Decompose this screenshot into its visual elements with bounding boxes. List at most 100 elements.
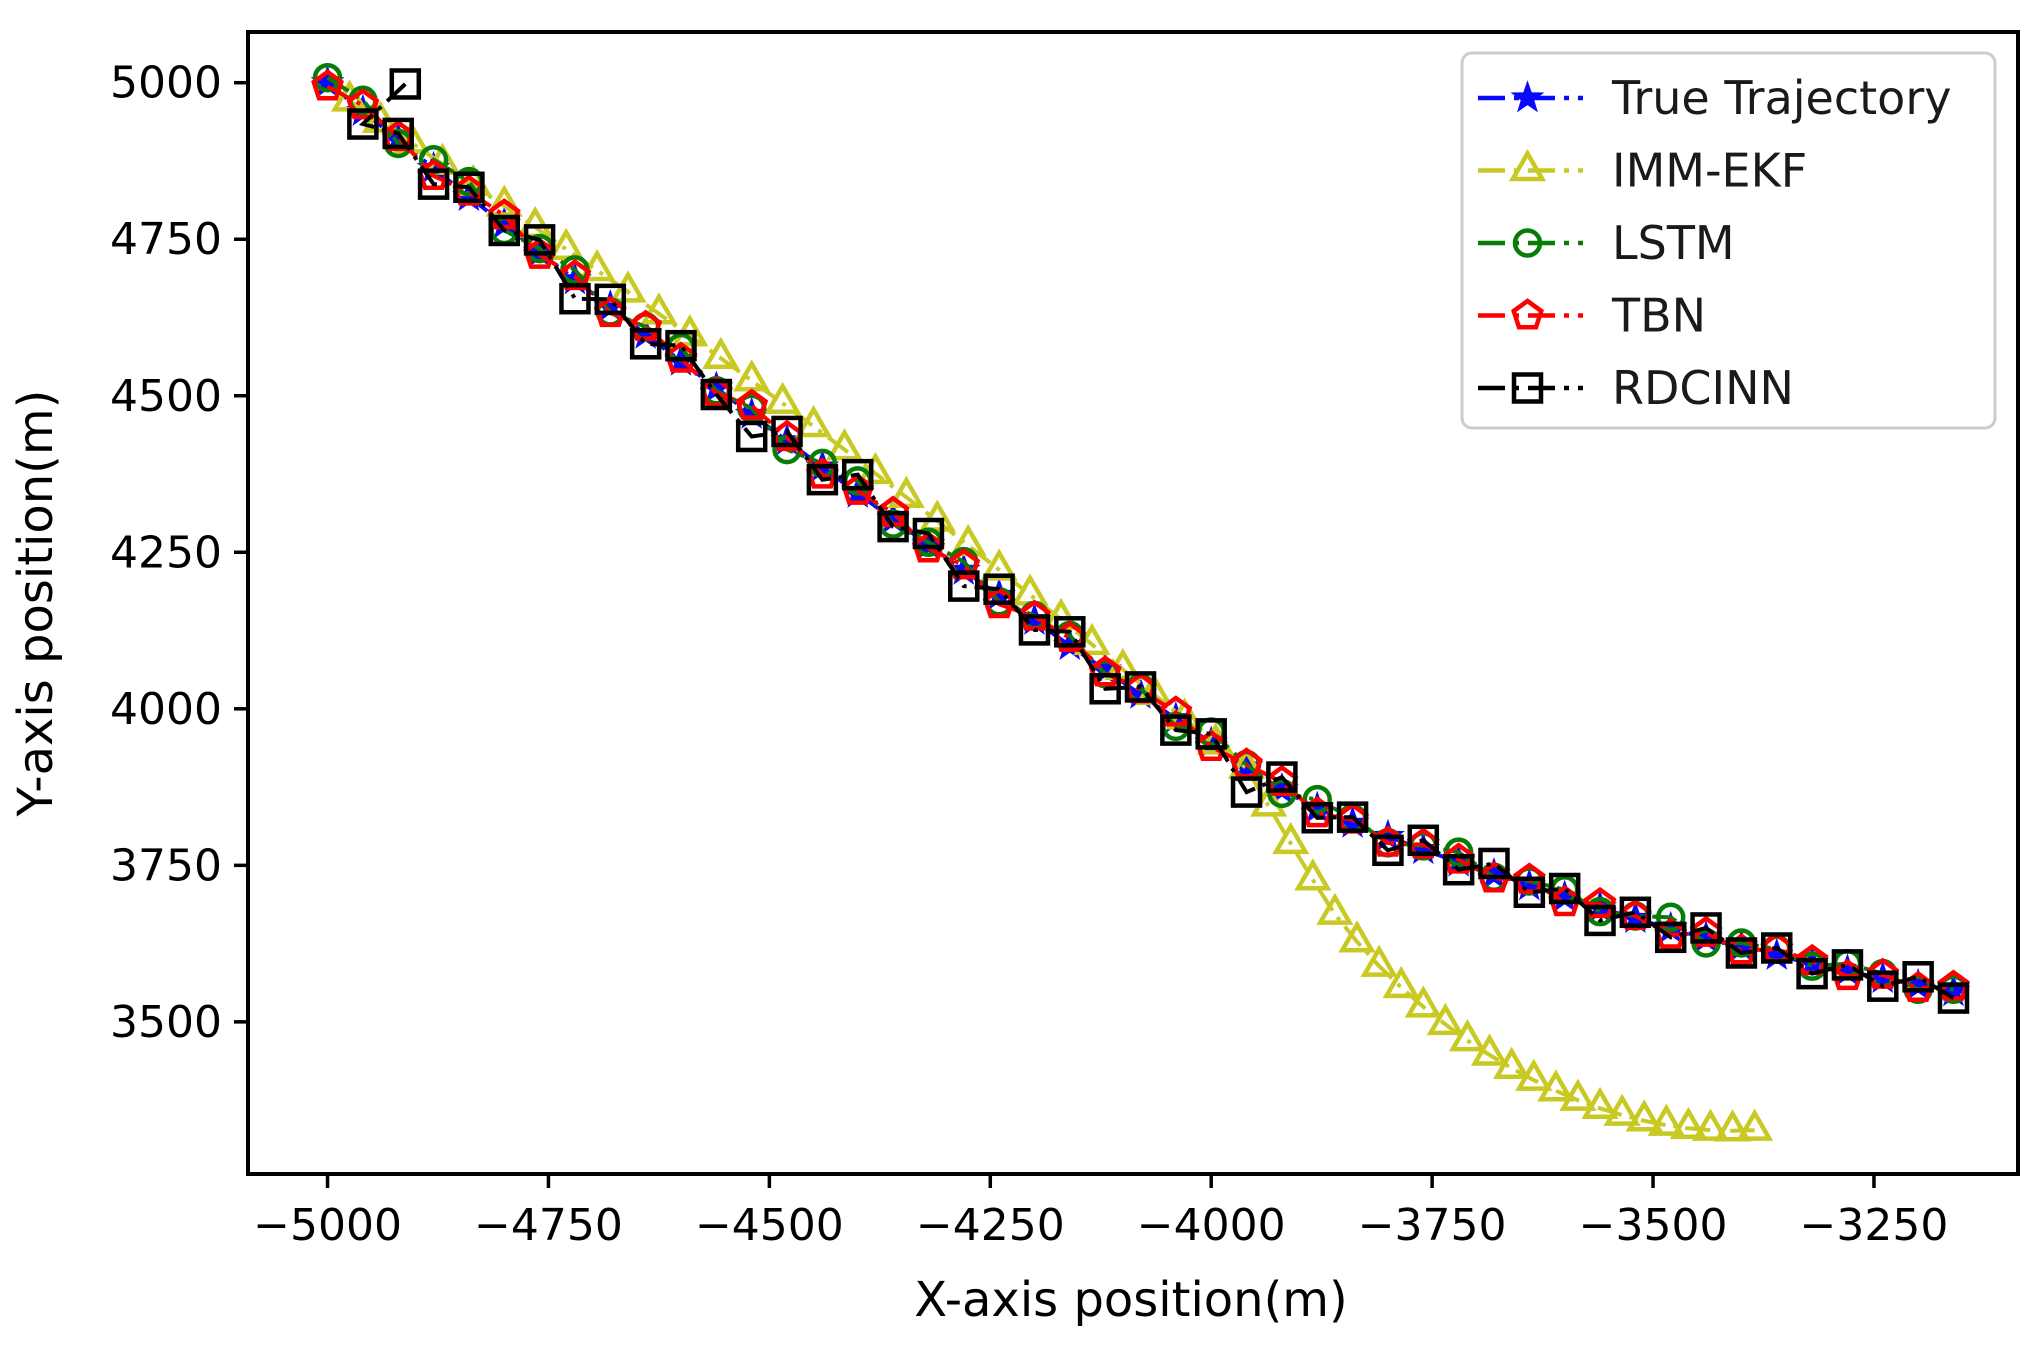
triangle-marker-imm-ekf	[1493, 1046, 1531, 1079]
star-icon	[1510, 80, 1545, 113]
square-marker-rdcinn	[1266, 761, 1298, 793]
triangle-marker-imm-ekf	[547, 227, 585, 261]
legend-label: LSTM	[1612, 216, 1735, 270]
triangle-marker-imm-ekf	[794, 404, 833, 438]
pentagon-marker-tbn	[1159, 695, 1193, 727]
triangle-marker-imm-ekf	[764, 381, 802, 415]
pentagon-marker-tbn	[1018, 599, 1051, 631]
triangle-marker-imm-ekf	[1404, 985, 1442, 1018]
x-tick-label: −3500	[1579, 1200, 1728, 1251]
square-marker-rdcinn	[1372, 834, 1404, 867]
square-marker-rdcinn	[1230, 776, 1263, 808]
pentagon-marker-tbn	[629, 309, 663, 341]
square-marker-rdcinn	[347, 108, 379, 140]
triangle-marker-imm-ekf	[1360, 944, 1398, 977]
legend-item-rdcinn: RDCINN	[1478, 361, 1794, 415]
x-tick-label: −4000	[1137, 1200, 1286, 1251]
triangle-marker-imm-ekf	[980, 548, 1018, 581]
pentagon-marker-tbn	[735, 388, 769, 420]
triangle-marker-imm-ekf	[1011, 573, 1049, 606]
triangle-marker-imm-ekf	[733, 359, 771, 392]
triangle-marker-imm-ekf	[1426, 1002, 1464, 1036]
square-marker-rdcinn	[877, 510, 909, 543]
square-marker-rdcinn	[1442, 853, 1475, 886]
square-marker-rdcinn	[912, 517, 945, 550]
y-tick-label: 4500	[110, 371, 222, 422]
square-marker-rdcinn	[1690, 912, 1722, 944]
square-marker-rdcinn	[1867, 970, 1899, 1002]
pentagon-marker-tbn	[1937, 969, 1970, 1001]
square-marker-rdcinn	[983, 573, 1015, 605]
pentagon-marker-tbn	[1230, 747, 1263, 779]
square-marker-rdcinn	[1160, 714, 1192, 746]
legend-label: True Trajectory	[1611, 71, 1951, 125]
triangle-marker-imm-ekf	[702, 336, 740, 369]
circle-marker-lstm	[312, 62, 343, 93]
y-tick-label: 3750	[110, 840, 222, 891]
pentagon-marker-tbn	[346, 87, 380, 120]
square-marker-rdcinn	[1725, 937, 1758, 969]
square-marker-rdcinn	[735, 420, 768, 453]
square-marker-rdcinn	[841, 458, 874, 491]
triangle-marker-imm-ekf	[825, 428, 864, 461]
triangle-marker-imm-ekf	[1537, 1069, 1575, 1102]
square-marker-rdcinn	[1937, 982, 1970, 1014]
square-marker-rdcinn	[1336, 801, 1369, 833]
square-marker-rdcinn	[629, 328, 662, 360]
square-marker-rdcinn	[523, 224, 556, 256]
legend-item-lstm: LSTM	[1478, 216, 1735, 270]
triangle-marker-imm-ekf	[640, 292, 678, 325]
square-marker-rdcinn	[1124, 671, 1157, 703]
plot-border	[246, 30, 2020, 1176]
legend-label: RDCINN	[1612, 361, 1794, 415]
circle-marker-lstm	[1302, 784, 1332, 815]
triangle-marker-imm-ekf	[918, 499, 956, 532]
y-tick-label: 4000	[110, 684, 222, 735]
y-tick-label: 3500	[110, 997, 222, 1048]
square-marker-rdcinn	[700, 378, 733, 411]
square-marker-rdcinn	[1831, 949, 1864, 981]
pentagon-marker-tbn	[1583, 886, 1617, 919]
square-marker-rdcinn	[559, 282, 591, 315]
square-marker-rdcinn	[1301, 802, 1333, 834]
square-marker-rdcinn	[948, 570, 980, 602]
triangle-marker-imm-ekf	[485, 184, 523, 217]
triangle-marker-imm-ekf	[578, 249, 616, 282]
square-marker-rdcinn	[382, 117, 414, 150]
x-tick-label: −3250	[1800, 1200, 1949, 1251]
square-marker-rdcinn	[665, 329, 697, 362]
square-marker-rdcinn	[1018, 614, 1051, 646]
square-marker-rdcinn	[417, 168, 450, 200]
square-marker-rdcinn	[1796, 957, 1828, 990]
triangle-marker-imm-ekf	[1559, 1078, 1597, 1111]
square-marker-rdcinn	[488, 214, 521, 247]
square-marker-rdcinn	[389, 68, 422, 100]
circle-marker-lstm	[1655, 902, 1686, 933]
square-marker-rdcinn	[1761, 932, 1793, 964]
pentagon-marker-tbn	[558, 258, 592, 291]
square-marker-rdcinn	[1478, 847, 1510, 880]
x-axis-label: X-axis position(m)	[914, 1272, 1348, 1328]
y-tick-label: 5000	[110, 58, 222, 109]
triangle-marker-imm-ekf	[1691, 1108, 1730, 1141]
square-marker-rdcinn	[1548, 872, 1581, 905]
y-tick-label: 4250	[110, 527, 222, 578]
triangle-marker-imm-ekf	[1581, 1086, 1619, 1120]
square-marker-rdcinn	[594, 283, 627, 316]
legend: True Trajectory IMM-EKF LSTM TBN RDCINN	[1460, 51, 1997, 430]
triangle-marker-imm-ekf	[1713, 1109, 1752, 1142]
legend-label: IMM-EKF	[1612, 144, 1807, 198]
triangle-marker-imm-ekf	[856, 451, 895, 485]
triangle-marker-imm-ekf	[1272, 821, 1310, 855]
x-tick-label: −5000	[253, 1200, 402, 1251]
legend-label: TBN	[1611, 289, 1706, 343]
triangle-marker-imm-ekf	[1603, 1093, 1641, 1126]
square-marker-rdcinn	[1584, 904, 1616, 937]
triangle-marker-imm-ekf	[1647, 1103, 1685, 1136]
pentagon-marker-tbn	[487, 198, 521, 230]
x-tick-label: −3750	[1358, 1200, 1507, 1251]
circle-icon	[1512, 228, 1543, 258]
square-marker-rdcinn	[1089, 673, 1121, 705]
x-tick-label: −4750	[474, 1200, 623, 1251]
